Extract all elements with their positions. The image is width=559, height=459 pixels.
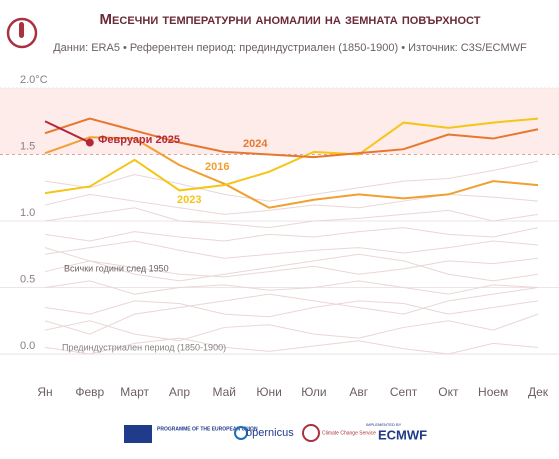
footer-text: ECMWF (378, 427, 427, 442)
y-tick-label: 1.5 (20, 140, 35, 152)
x-tick-label: Авг (349, 385, 368, 399)
series-line (44, 117, 539, 195)
y-tick-label: 0.0 (20, 340, 35, 352)
background-line (44, 300, 539, 318)
footer-text: opernicus (246, 427, 294, 439)
series-label: 2016 (205, 161, 229, 173)
footer-text: Climate Change Service (322, 430, 376, 436)
x-tick-label: Юни (256, 385, 281, 399)
latest-point (85, 138, 94, 147)
background-line (44, 280, 539, 295)
annotation: Всички години след 1950 (64, 263, 169, 273)
chart-subtitle: Данни: ERA5 • Референтен период: прединд… (53, 42, 527, 54)
x-tick-label: Март (120, 385, 149, 399)
logo-thermometer (19, 22, 24, 38)
background-line (44, 287, 539, 335)
series-line (44, 120, 91, 144)
x-tick-label: Ян (37, 385, 52, 399)
x-tick-label: Февр (75, 385, 104, 399)
series-line (44, 136, 539, 209)
series-line (44, 117, 539, 159)
background-line (44, 313, 539, 342)
y-tick-label: 0.5 (20, 273, 35, 285)
footer-text: IMPLEMENTED BY (366, 422, 402, 427)
background-line (44, 160, 539, 202)
x-tick-label: Май (213, 385, 237, 399)
x-tick-label: Ноем (478, 385, 508, 399)
series-label: 2024 (243, 138, 268, 150)
eu-flag (124, 425, 152, 443)
x-tick-label: Окт (438, 385, 459, 399)
x-tick-label: Септ (390, 385, 418, 399)
background-line (44, 257, 539, 278)
background-line (44, 207, 539, 229)
series-label: Февруари 2025 (98, 134, 180, 146)
plot: 0.0 0.5 1.0 1.5 2.0°C Ян Февр Март Апр Май Юни Юли А… (0, 74, 559, 399)
x-tick-label: Юли (301, 385, 326, 399)
background-line (44, 247, 539, 282)
y-tick-label: 1.0 (20, 207, 35, 219)
background-line (44, 240, 539, 259)
background-line (44, 227, 539, 242)
x-tick-label: Апр (169, 385, 191, 399)
copernicus-logo (234, 426, 248, 440)
x-tick-label: Дек (528, 385, 549, 399)
logo (6, 17, 38, 49)
y-tick-label: 2.0°C (20, 74, 48, 86)
series-label: 2023 (177, 194, 201, 206)
c3s-logo (302, 424, 320, 442)
background-line (44, 337, 539, 355)
background-line (44, 193, 539, 215)
annotation: Прединдустриален период (1850-1900) (62, 342, 226, 352)
footer-text: PROGRAMME OF THE EUROPEAN UNION (157, 426, 258, 432)
chart-title: Месечни температурни аномалии на земната… (100, 11, 481, 28)
